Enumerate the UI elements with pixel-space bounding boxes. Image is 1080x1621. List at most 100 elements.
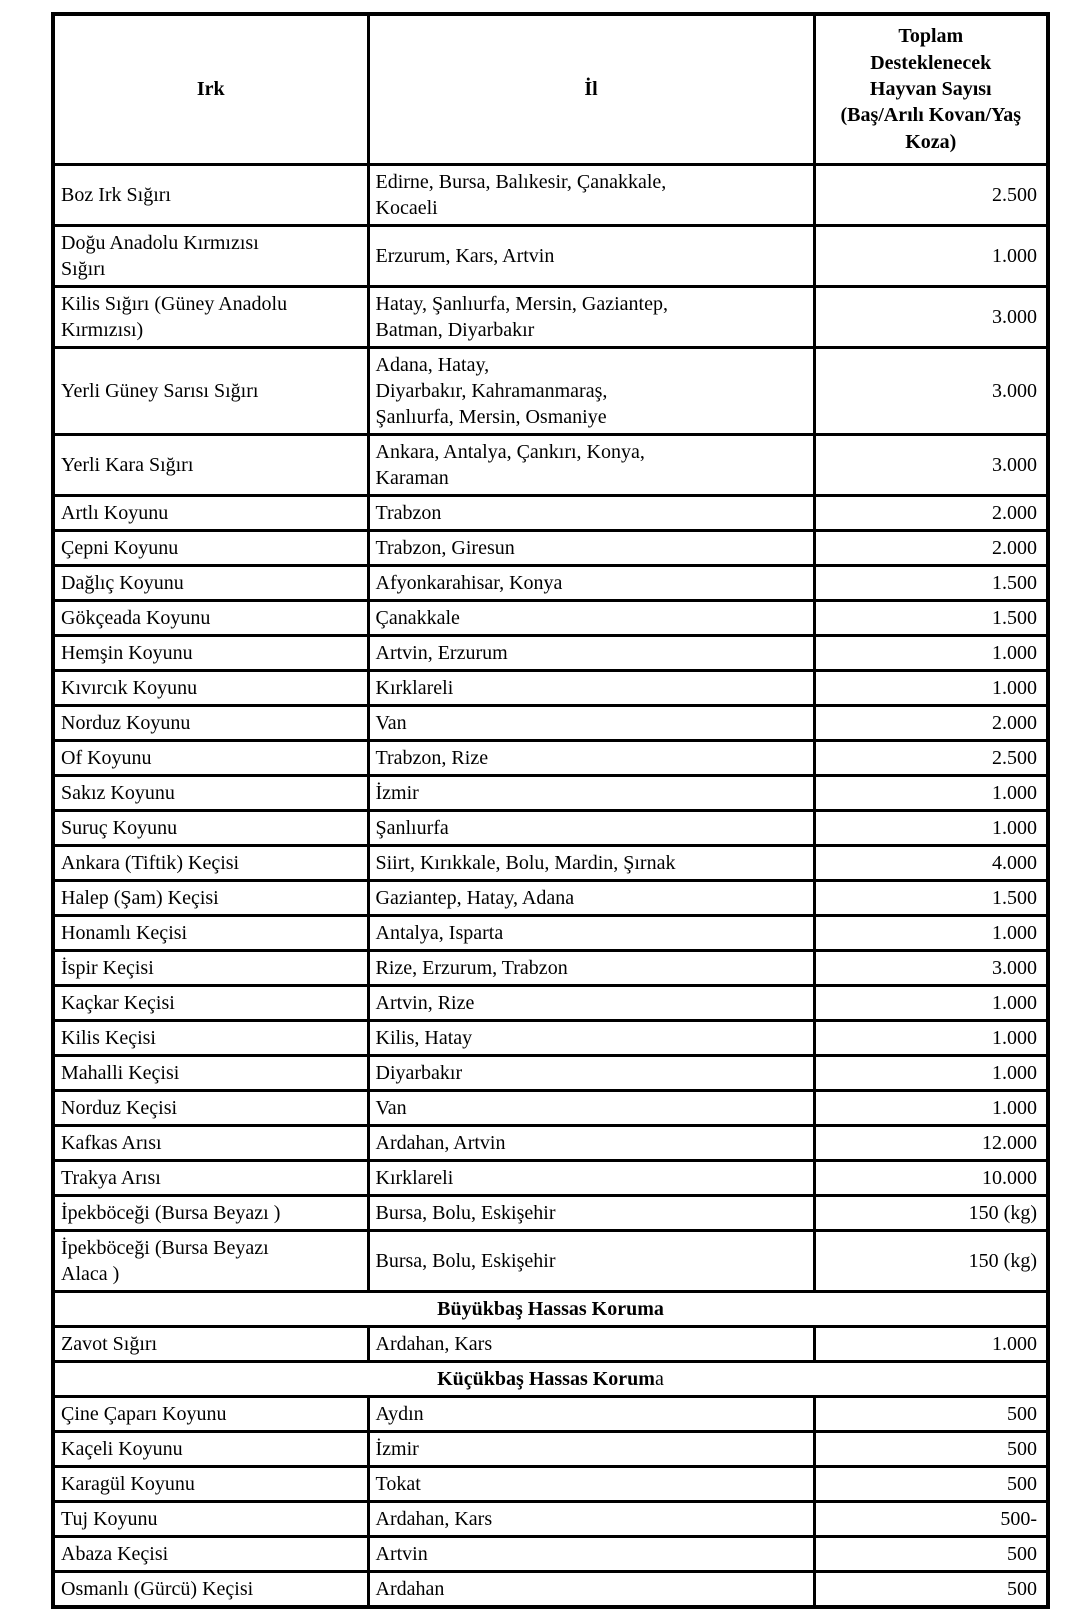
table-row: Boz Irk Sığırı Edirne, Bursa, Balıkesir, … — [51, 162, 1050, 227]
province-cell: Trabzon, Giresun — [366, 528, 816, 567]
province-cell: Van — [366, 703, 816, 742]
count-cell: 2.500 — [812, 162, 1050, 227]
breed-cell: Gökçeada Koyunu — [51, 598, 370, 637]
breed-cell: Kıvırcık Koyunu — [51, 668, 370, 707]
table-row: Dağlıç Koyunu Afyonkarahisar, Konya 1.500 — [51, 563, 1050, 602]
table-row: Artlı Koyunu Trabzon 2.000 — [51, 493, 1050, 532]
breed-cell: İpekböceği (Bursa Beyazı Alaca ) — [51, 1228, 370, 1293]
count-cell: 1.000 — [812, 1324, 1050, 1363]
breed-cell: Kafkas Arısı — [51, 1123, 370, 1162]
count-cell: 1.500 — [812, 878, 1050, 917]
count-cell: 1.500 — [812, 563, 1050, 602]
table-row: Yerli Güney Sarısı Sığırı Adana, Hatay, D… — [51, 345, 1050, 436]
count-cell: 1.000 — [812, 633, 1050, 672]
breed-cell: Trakya Arısı — [51, 1158, 370, 1197]
section-row: Büyükbaş Hassas Koruma — [51, 1289, 1050, 1328]
province-cell: Artvin, Rize — [366, 983, 816, 1022]
count-cell: 3.000 — [812, 948, 1050, 987]
breed-cell: Çepni Koyunu — [51, 528, 370, 567]
breed-cell: Norduz Keçisi — [51, 1088, 370, 1127]
province-cell: Afyonkarahisar, Konya — [366, 563, 816, 602]
count-cell: 2.000 — [812, 493, 1050, 532]
breed-cell: Kilis Keçisi — [51, 1018, 370, 1057]
table-row: İpekböceği (Bursa Beyazı Alaca ) Bursa, B… — [51, 1228, 1050, 1293]
table-row: Kaçkar Keçisi Artvin, Rize 1.000 — [51, 983, 1050, 1022]
table-row: Suruç Koyunu Şanlıurfa 1.000 — [51, 808, 1050, 847]
breed-cell: İpekböceği (Bursa Beyazı ) — [51, 1193, 370, 1232]
column-header-province: İl — [366, 12, 816, 166]
table-row: Mahalli Keçisi Diyarbakır 1.000 — [51, 1053, 1050, 1092]
breed-cell: Tuj Koyunu — [51, 1499, 370, 1538]
count-cell: 2.000 — [812, 528, 1050, 567]
table-row: İspir Keçisi Rize, Erzurum, Trabzon 3.000 — [51, 948, 1050, 987]
province-cell: Şanlıurfa — [366, 808, 816, 847]
province-cell: Aydın — [366, 1394, 816, 1433]
count-cell: 150 (kg) — [812, 1193, 1050, 1232]
province-cell: Bursa, Bolu, Eskişehir — [366, 1193, 816, 1232]
count-cell: 1.000 — [812, 1088, 1050, 1127]
province-cell: Tokat — [366, 1464, 816, 1503]
province-cell: Kırklareli — [366, 668, 816, 707]
breed-cell: Çine Çaparı Koyunu — [51, 1394, 370, 1433]
table-row: Osmanlı (Gürcü) Keçisi Ardahan 500 — [51, 1569, 1050, 1608]
province-cell: Erzurum, Kars, Artvin — [366, 223, 816, 288]
section-row: Küçükbaş Hassas Koruma — [51, 1359, 1050, 1398]
table-row: Kaçeli Koyunu İzmir 500 — [51, 1429, 1050, 1468]
breed-cell: Hemşin Koyunu — [51, 633, 370, 672]
count-cell: 12.000 — [812, 1123, 1050, 1162]
table-row: Hemşin Koyunu Artvin, Erzurum 1.000 — [51, 633, 1050, 672]
count-cell: 500 — [812, 1429, 1050, 1468]
count-cell: 1.000 — [812, 913, 1050, 952]
table-row: Ankara (Tiftik) Keçisi Siirt, Kırıkkale, … — [51, 843, 1050, 882]
breed-cell: Yerli Kara Sığırı — [51, 432, 370, 497]
breed-cell: Dağlıç Koyunu — [51, 563, 370, 602]
count-cell: 1.000 — [812, 1018, 1050, 1057]
table-row: Kilis Keçisi Kilis, Hatay 1.000 — [51, 1018, 1050, 1057]
table-row: Yerli Kara Sığırı Ankara, Antalya, Çankır… — [51, 432, 1050, 497]
breed-cell: Doğu Anadolu Kırmızısı Sığırı — [51, 223, 370, 288]
table-row: Kilis Sığırı (Güney Anadolu Kırmızısı) Ha… — [51, 284, 1050, 349]
breed-cell: Ankara (Tiftik) Keçisi — [51, 843, 370, 882]
breed-cell: Norduz Koyunu — [51, 703, 370, 742]
count-cell: 500- — [812, 1499, 1050, 1538]
count-cell: 1.000 — [812, 773, 1050, 812]
breed-cell: Of Koyunu — [51, 738, 370, 777]
province-cell: İzmir — [366, 773, 816, 812]
province-cell: Çanakkale — [366, 598, 816, 637]
count-cell: 3.000 — [812, 345, 1050, 436]
count-cell: 150 (kg) — [812, 1228, 1050, 1293]
count-cell: 2.500 — [812, 738, 1050, 777]
province-cell: Bursa, Bolu, Eskişehir — [366, 1228, 816, 1293]
count-cell: 1.000 — [812, 668, 1050, 707]
table-row: Abaza Keçisi Artvin 500 — [51, 1534, 1050, 1573]
header-row: Irk İl Toplam Desteklenecek Hayvan Sayıs… — [51, 12, 1050, 166]
breed-cell: Honamlı Keçisi — [51, 913, 370, 952]
province-cell: Edirne, Bursa, Balıkesir, Çanakkale, Koc… — [366, 162, 816, 227]
breed-cell: Boz Irk Sığırı — [51, 162, 370, 227]
count-cell: 1.500 — [812, 598, 1050, 637]
breed-cell: Kaçeli Koyunu — [51, 1429, 370, 1468]
count-cell: 1.000 — [812, 983, 1050, 1022]
province-cell: Adana, Hatay, Diyarbakır, Kahramanmaraş,… — [366, 345, 816, 436]
table-row: Çine Çaparı Koyunu Aydın 500 — [51, 1394, 1050, 1433]
table-row: Sakız Koyunu İzmir 1.000 — [51, 773, 1050, 812]
table-row: Çepni Koyunu Trabzon, Giresun 2.000 — [51, 528, 1050, 567]
count-cell: 4.000 — [812, 843, 1050, 882]
count-cell: 500 — [812, 1394, 1050, 1433]
table-row: Kıvırcık Koyunu Kırklareli 1.000 — [51, 668, 1050, 707]
province-cell: Ardahan, Kars — [366, 1499, 816, 1538]
count-cell: 500 — [812, 1534, 1050, 1573]
count-cell: 1.000 — [812, 808, 1050, 847]
breed-cell: İspir Keçisi — [51, 948, 370, 987]
count-cell: 3.000 — [812, 284, 1050, 349]
province-cell: Ardahan, Artvin — [366, 1123, 816, 1162]
table-row: Norduz Koyunu Van 2.000 — [51, 703, 1050, 742]
province-cell: Trabzon — [366, 493, 816, 532]
breed-cell: Zavot Sığırı — [51, 1324, 370, 1363]
table-row: Halep (Şam) Keçisi Gaziantep, Hatay, Adan… — [51, 878, 1050, 917]
province-cell: Kırklareli — [366, 1158, 816, 1197]
province-cell: Antalya, Isparta — [366, 913, 816, 952]
count-cell: 1.000 — [812, 1053, 1050, 1092]
table-row: Trakya Arısı Kırklareli 10.000 — [51, 1158, 1050, 1197]
count-cell: 1.000 — [812, 223, 1050, 288]
